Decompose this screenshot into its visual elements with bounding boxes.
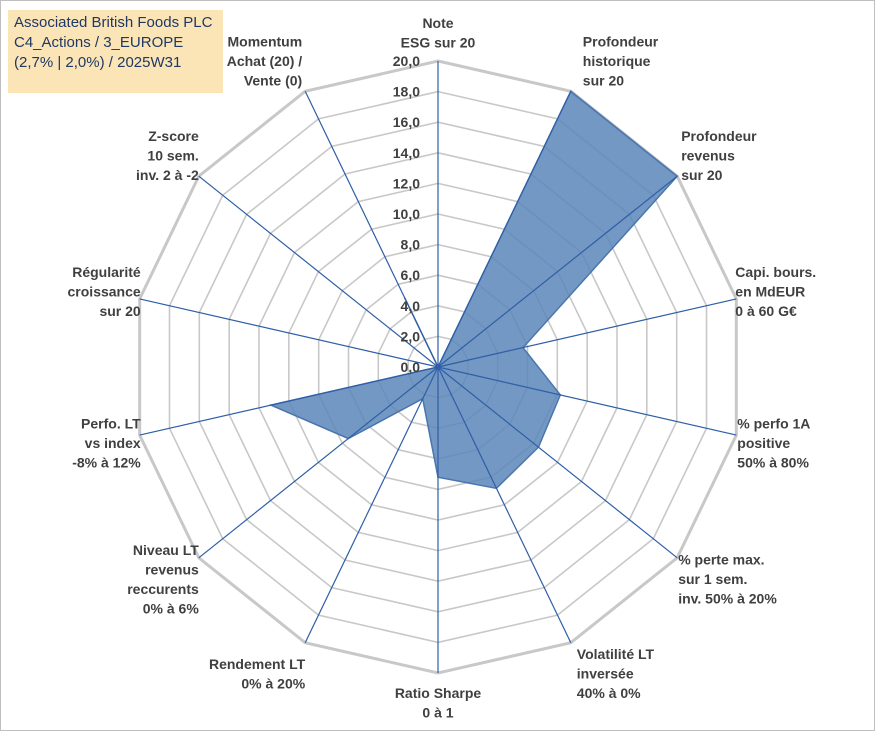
- axis-label: Capi. bours. en MdEUR 0 à 60 G€: [735, 264, 816, 319]
- chart-title-line-3: (2,7% | 2,0%) / 2025W31: [14, 54, 182, 71]
- axis-label: Régularité croissance sur 20: [68, 264, 141, 319]
- tick-label: 2,0: [401, 328, 421, 344]
- axis-label: Niveau LT revenus reccurents 0% à 6%: [127, 542, 199, 617]
- axis-spoke: [437, 298, 737, 368]
- radar-tick-labels: 0,0 2,0 4,0 6,0 8,0 10,0 12,0 14,0 16,0 18,0 20,0: [393, 53, 420, 375]
- axis-label: Z-score 10 sem. inv. 2 à -2: [136, 128, 199, 183]
- axis-spoke: [437, 366, 737, 436]
- axis-label: Rendement LT 0% à 20%: [209, 656, 306, 692]
- axis-label: Momentum Achat (20) / Vente (0): [227, 33, 303, 88]
- axis-spoke: [139, 298, 439, 368]
- axis-spoke: [437, 91, 572, 368]
- axis-spoke: [304, 91, 439, 368]
- chart-title-box: Associated British Foods PLC C4_Actions …: [8, 10, 223, 93]
- axis-spoke: [198, 175, 439, 368]
- tick-label: 0,0: [401, 359, 421, 375]
- series-area: [268, 90, 679, 490]
- axis-label: Volatilité LT inversée 40% à 0%: [577, 646, 655, 701]
- radar-series: [268, 90, 679, 490]
- chart-title-line-2: C4_Actions / 3_EUROPE: [14, 34, 184, 51]
- axis-spoke: [437, 366, 572, 643]
- axis-spoke: [139, 366, 439, 436]
- tick-label: 20,0: [393, 53, 420, 69]
- axis-spoke: [437, 175, 678, 368]
- axis-spoke: [198, 366, 439, 559]
- axis-label: Perfo. LT vs index -8% à 12%: [72, 415, 141, 470]
- tick-label: 18,0: [393, 84, 420, 100]
- tick-label: 6,0: [401, 267, 421, 283]
- radar-spokes: [139, 61, 737, 673]
- axis-spoke: [304, 366, 439, 643]
- axis-label: % perfo 1A positive 50% à 80%: [737, 415, 810, 470]
- axis-label: Ratio Sharpe 0 à 1: [395, 685, 482, 721]
- axis-label: Profondeur revenus sur 20: [681, 128, 757, 183]
- axis-spoke: [437, 366, 678, 559]
- radar-axis-labels: Note ESG sur 20 Profondeur historique sur 20…: [68, 15, 817, 721]
- tick-label: 8,0: [401, 237, 421, 253]
- tick-label: 16,0: [393, 114, 420, 130]
- tick-label: 4,0: [401, 298, 421, 314]
- tick-label: 10,0: [393, 206, 420, 222]
- axis-label: Profondeur historique sur 20: [583, 33, 659, 88]
- axis-label: Note ESG sur 20: [401, 15, 476, 51]
- axis-label: % perte max. sur 1 sem. inv. 50% à 20%: [678, 552, 777, 607]
- tick-label: 14,0: [393, 145, 420, 161]
- chart-title-line-1: Associated British Foods PLC: [14, 14, 213, 31]
- tick-label: 12,0: [393, 175, 420, 191]
